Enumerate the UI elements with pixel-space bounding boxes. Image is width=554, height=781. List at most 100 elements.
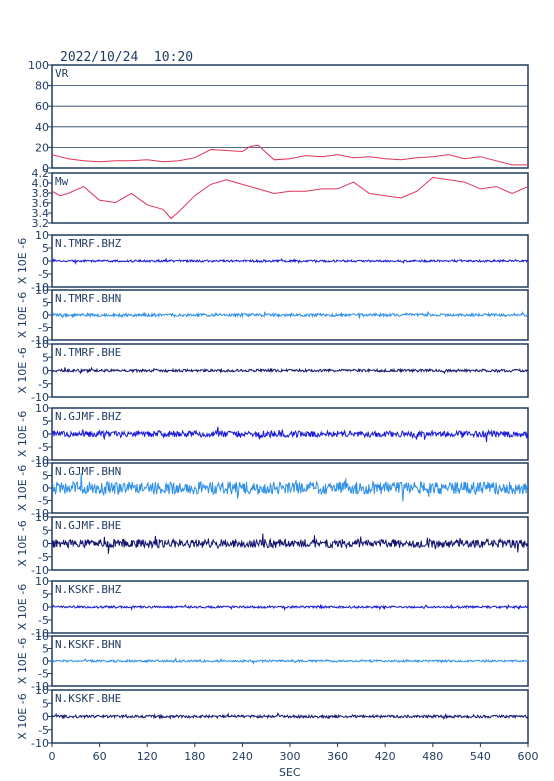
panel-label-n-tmrf-bhn: N.TMRF.BHN [55, 292, 121, 305]
y-tick-label: 10 [35, 457, 49, 470]
y-tick-label: 0 [42, 482, 49, 495]
x-tick-label: 240 [232, 750, 253, 763]
x-tick-label: 600 [518, 750, 539, 763]
y-tick-label: 5 [42, 415, 49, 428]
y-tick-label: 5 [42, 697, 49, 710]
y-tick-label: 60 [35, 100, 49, 113]
x-tick-label: 480 [422, 750, 443, 763]
panel-label-mw: Mw [55, 175, 69, 188]
waveform-n-gjmf-bhe [51, 533, 529, 554]
y-tick-label: 40 [35, 121, 49, 134]
y-tick-label: 20 [35, 141, 49, 154]
series-line-vr [51, 144, 528, 166]
y-tick-label: 0 [42, 428, 49, 441]
y-tick-label: 3.6 [32, 197, 50, 210]
series-line-mw [51, 176, 529, 220]
y-tick-label: -10 [31, 454, 49, 467]
y-tick-label: 10 [35, 402, 49, 415]
y-axis-unit-label: X 10E -6 [16, 238, 29, 284]
y-tick-label: 3.2 [32, 217, 50, 230]
panel-label-n-kskf-bhe: N.KSKF.BHE [55, 692, 121, 705]
y-tick-label: -10 [31, 680, 49, 693]
y-axis-unit-label: X 10E -6 [16, 347, 29, 393]
panel-label-n-gjmf-bhe: N.GJMF.BHE [55, 519, 121, 532]
y-tick-label: 100 [28, 59, 49, 72]
y-tick-label: 10 [35, 338, 49, 351]
panel-label-n-kskf-bhz: N.KSKF.BHZ [55, 583, 122, 596]
y-tick-label: 0 [42, 655, 49, 668]
waveform-n-tmrf-bhz [51, 257, 529, 266]
panel-label-n-kskf-bhn: N.KSKF.BHN [55, 638, 121, 651]
x-axis-label: SEC [279, 766, 301, 779]
x-tick-label: 180 [184, 750, 205, 763]
waveform-n-kskf-bhe [51, 712, 529, 720]
y-tick-label: 0 [42, 601, 49, 614]
x-tick-label: 360 [327, 750, 348, 763]
y-tick-label: 5 [42, 470, 49, 483]
waveform-n-kskf-bhn [51, 656, 529, 666]
y-tick-label: -10 [31, 507, 49, 520]
y-tick-label: -5 [38, 551, 49, 564]
x-tick-label: 0 [49, 750, 56, 763]
y-tick-label: 3.8 [32, 187, 50, 200]
y-tick-label: -10 [31, 391, 49, 404]
panel-frame-vr [51, 64, 529, 169]
panel-label-n-gjmf-bhn: N.GJMF.BHN [55, 465, 121, 478]
y-tick-label: 3.4 [32, 207, 50, 220]
y-tick-label: 0 [42, 711, 49, 724]
y-tick-label: 0 [42, 538, 49, 551]
y-tick-label: 4.0 [32, 177, 50, 190]
waveform-n-kskf-bhz [51, 603, 529, 612]
y-tick-label: -5 [38, 495, 49, 508]
x-tick-label: 120 [137, 750, 158, 763]
waveform-n-tmrf-bhn [51, 310, 529, 319]
y-tick-label: 0 [42, 255, 49, 268]
y-tick-label: 5 [42, 242, 49, 255]
waveform-n-tmrf-bhe [51, 366, 529, 375]
y-tick-label: 0 [42, 162, 49, 175]
y-tick-label: -5 [38, 668, 49, 681]
y-tick-label: -5 [38, 441, 49, 454]
x-tick-label: 420 [375, 750, 396, 763]
y-tick-label: -5 [38, 322, 49, 335]
y-tick-label: 10 [35, 284, 49, 297]
y-axis-unit-label: X 10E -6 [16, 520, 29, 566]
y-tick-label: 80 [35, 80, 49, 93]
y-tick-label: 4.2 [32, 167, 50, 180]
waveform-n-gjmf-bhz [51, 426, 529, 443]
y-tick-label: -5 [38, 378, 49, 391]
y-tick-label: 10 [35, 511, 49, 524]
x-tick-label: 60 [93, 750, 107, 763]
y-tick-label: 5 [42, 351, 49, 364]
y-tick-label: -5 [38, 614, 49, 627]
panel-label-n-tmrf-bhe: N.TMRF.BHE [55, 346, 121, 359]
x-tick-label: 540 [470, 750, 491, 763]
y-tick-label: 0 [42, 365, 49, 378]
panel-frame-mw [51, 172, 529, 224]
y-tick-label: -5 [38, 724, 49, 737]
y-tick-label: -10 [31, 737, 49, 750]
y-axis-unit-label: X 10E -6 [16, 693, 29, 739]
y-tick-label: 10 [35, 575, 49, 588]
y-tick-label: 10 [35, 229, 49, 242]
panel-label-vr: VR [55, 67, 69, 80]
y-tick-label: -10 [31, 334, 49, 347]
y-tick-label: -10 [31, 564, 49, 577]
datetime-title: 2022/10/24 10:20 [60, 50, 194, 65]
panel-label-n-tmrf-bhz: N.TMRF.BHZ [55, 237, 122, 250]
y-axis-unit-label: X 10E -6 [16, 411, 29, 457]
y-tick-label: 5 [42, 588, 49, 601]
x-tick-label: 300 [280, 750, 301, 763]
y-tick-label: 5 [42, 297, 49, 310]
y-tick-label: 0 [42, 309, 49, 322]
waveform-n-gjmf-bhn [51, 472, 529, 502]
y-tick-label: -10 [31, 627, 49, 640]
y-axis-unit-label: X 10E -6 [16, 584, 29, 630]
y-axis-unit-label: X 10E -6 [16, 292, 29, 338]
y-tick-label: -10 [31, 281, 49, 294]
y-axis-unit-label: X 10E -6 [16, 638, 29, 684]
y-axis-unit-label: X 10E -6 [16, 465, 29, 511]
y-tick-label: 5 [42, 524, 49, 537]
y-tick-label: -5 [38, 268, 49, 281]
